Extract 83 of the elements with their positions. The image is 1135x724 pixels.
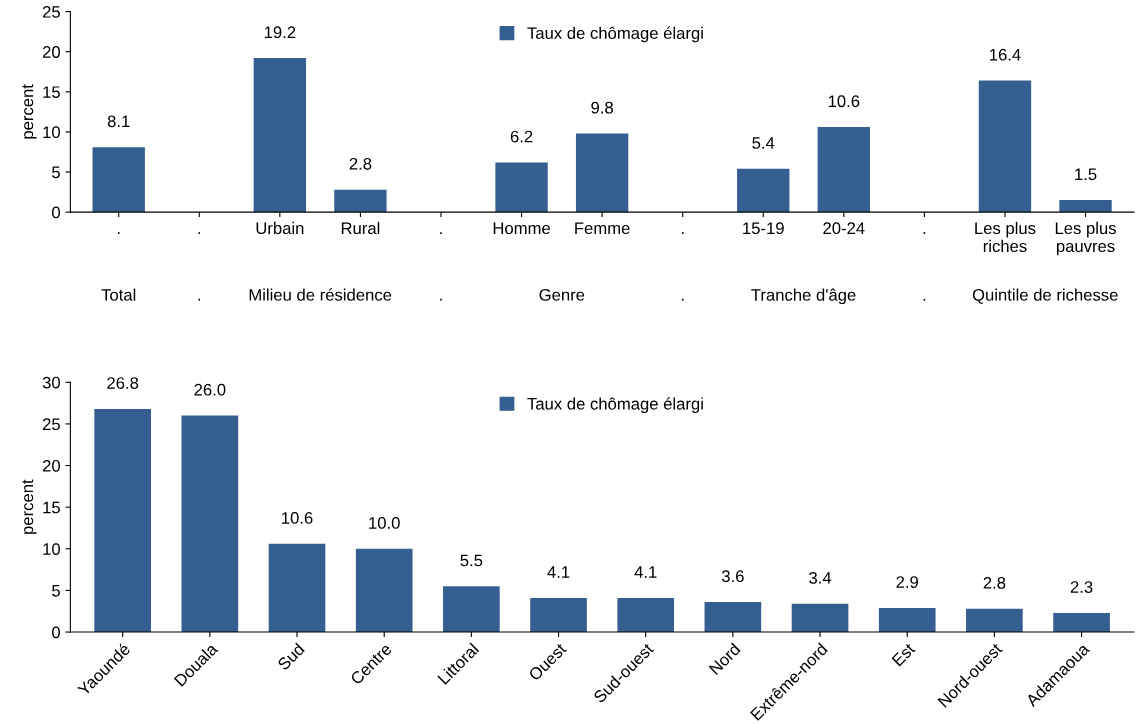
- bar: [1053, 612, 1110, 633]
- x-tick-label: .: [681, 232, 684, 234]
- bar: [791, 603, 849, 633]
- data-label: 8.1: [107, 115, 130, 128]
- x-tick-label: Urbain: [256, 221, 304, 235]
- data-label: 10.6: [282, 512, 313, 524]
- data-label: 2.8: [983, 576, 1006, 589]
- data-label: 1.5: [1075, 168, 1097, 181]
- data-label: 3.6: [721, 570, 744, 583]
- x-tick-label: Femme: [575, 222, 630, 235]
- y-axis-title: percent: [22, 84, 37, 139]
- text: .: [681, 298, 684, 301]
- data-label: 26.8: [107, 377, 139, 389]
- y-tick-label: 0: [52, 206, 60, 219]
- data-label: 10.0: [369, 517, 400, 529]
- y-tick-label: 20: [42, 46, 60, 58]
- x-tick-label: .: [117, 232, 120, 234]
- bar: [530, 597, 587, 633]
- legend-label: Taux de chômage élargi: [527, 397, 703, 413]
- data-label: 19.2: [264, 26, 296, 39]
- data-label: 16.4: [990, 48, 1021, 61]
- text: .: [198, 298, 201, 301]
- data-label: 6.2: [510, 130, 533, 143]
- y-tick-label: 20: [42, 459, 60, 472]
- bar: [1059, 200, 1112, 213]
- x-tick-label: Les plus pauvres: [1055, 221, 1116, 256]
- y-tick-label: 25: [42, 5, 60, 18]
- bar: [966, 608, 1023, 633]
- text: Quintile de richesse: [972, 288, 1118, 304]
- data-label: 4.1: [547, 566, 570, 578]
- y-tick-label: 25: [42, 418, 60, 431]
- y-tick-label: 30: [42, 376, 60, 389]
- x-tick-label: Sud: [276, 642, 305, 671]
- x-tick-label: .: [440, 232, 442, 234]
- data-label: 9.8: [591, 101, 613, 114]
- x-tick-label: .: [198, 232, 201, 234]
- x-tick-label: 20-24: [823, 222, 865, 235]
- x-tick-label: Est: [891, 642, 916, 667]
- data-label: 4.1: [634, 566, 657, 578]
- bar: [181, 415, 239, 633]
- bar: [92, 147, 145, 213]
- legend-label: Taux de chômage élargi: [527, 26, 703, 43]
- x-tick-label: .: [923, 232, 926, 234]
- y-tick-label: 10: [43, 543, 60, 555]
- bar: [978, 80, 1032, 213]
- data-label: 5.4: [752, 137, 775, 149]
- y-tick-label: 5: [52, 166, 60, 179]
- x-tick-label: Homme: [493, 222, 550, 235]
- data-label: 26.0: [194, 383, 226, 396]
- bar: [575, 133, 629, 213]
- x-tick-label: Les plus riches: [975, 221, 1036, 253]
- bar: [737, 168, 790, 213]
- bar: [334, 189, 387, 213]
- data-label: 2.3: [1070, 581, 1093, 593]
- bar: [268, 543, 326, 633]
- bar: [495, 162, 548, 213]
- y-tick-label: 0: [52, 626, 60, 639]
- y-tick-label: 5: [52, 584, 60, 597]
- y-tick-label: 10: [43, 126, 60, 139]
- bar: [878, 607, 936, 633]
- text: .: [440, 298, 442, 301]
- data-label: 10.6: [828, 95, 860, 108]
- bar: [817, 127, 871, 213]
- bar: [253, 58, 307, 213]
- data-label: 3.4: [809, 571, 832, 584]
- text: .: [923, 298, 926, 301]
- bar: [443, 586, 500, 633]
- x-tick-label: 15-19: [743, 222, 784, 235]
- text: Tranche d'âge: [751, 288, 856, 305]
- text: Milieu de résidence: [249, 288, 392, 301]
- y-axis-title: percent: [22, 479, 37, 534]
- text: Total: [101, 288, 136, 301]
- data-label: 2.9: [896, 576, 919, 588]
- data-label: 2.8: [349, 157, 372, 170]
- bar: [617, 597, 675, 633]
- text: Genre: [539, 288, 585, 301]
- y-tick-label: 15: [43, 86, 60, 99]
- bar: [94, 408, 151, 633]
- bar: [704, 602, 762, 633]
- y-tick-label: 15: [43, 501, 60, 514]
- x-tick-label: Rural: [341, 221, 380, 235]
- data-label: 5.5: [460, 554, 483, 567]
- bar: [355, 548, 413, 633]
